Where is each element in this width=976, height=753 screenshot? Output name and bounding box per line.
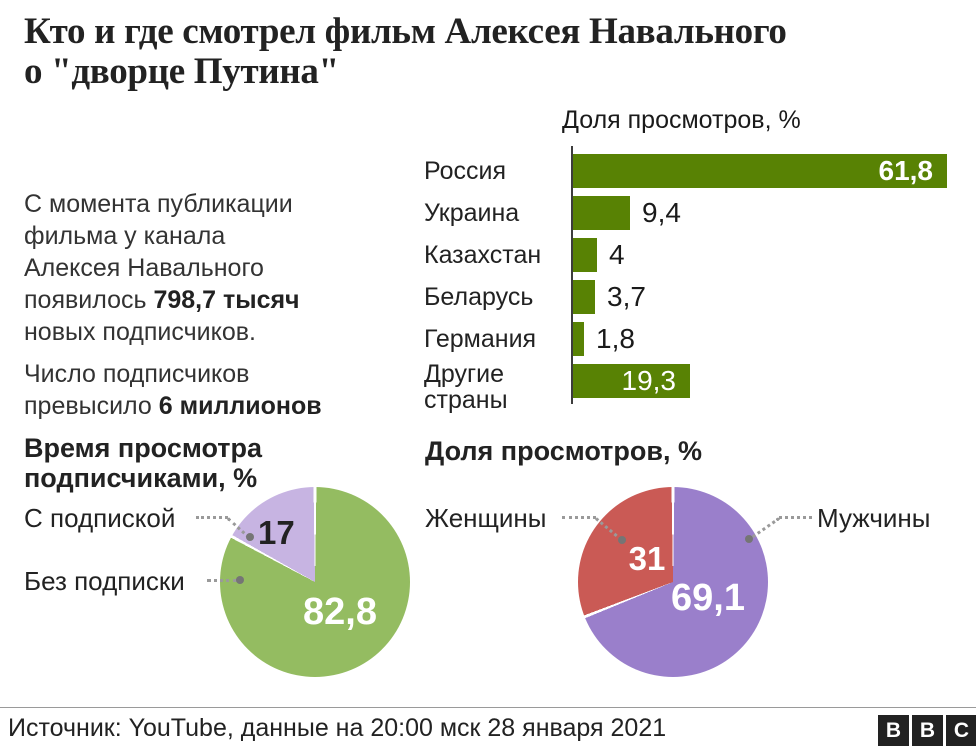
pie-gender-value-men: 69,1 [671, 577, 745, 619]
intro-p1-tail: новых подписчиков. [24, 318, 256, 346]
leader-dot [246, 533, 254, 541]
bar-4 [573, 322, 584, 356]
page-title: Кто и где смотрел фильм Алексея Навально… [24, 11, 787, 92]
source-credit: Источник: YouTube, данные на 20:00 мск 2… [8, 714, 667, 742]
bar-category-label: Другие страны [424, 360, 508, 414]
bbc-logo-letter: B [912, 715, 943, 746]
bar-2 [573, 238, 597, 272]
pie-gender-label-men: Мужчины [817, 503, 931, 533]
bar-5 [573, 364, 690, 398]
bar-category-label: Казахстан [424, 241, 542, 269]
leader-dot [236, 576, 244, 584]
bar-value-label: 4 [609, 239, 625, 270]
bar-chart-views-by-country: Россия 61,8 Украина 9,4 Казахстан 4 Беларусь 3,… [424, 146, 976, 413]
intro-p1-text: С момента публикации фильма у канала Але… [24, 190, 293, 314]
bar-category-label: Украина [424, 199, 520, 227]
pie-subscribers-title: Время просмотра подписчиками, % [24, 433, 263, 493]
leader-line [562, 516, 596, 519]
intro-p2-highlight: 6 миллионов [158, 392, 322, 420]
bar-chart-title: Доля просмотров, % [562, 106, 801, 134]
bar-chart-axis-line [571, 146, 573, 404]
leader-line [196, 516, 228, 519]
bar-value-label: 61,8 [878, 155, 934, 186]
bar-1 [573, 196, 630, 230]
pie-gender-title: Доля просмотров, % [425, 436, 703, 466]
bar-value-label: 3,7 [607, 281, 646, 312]
intro-p1-highlight: 798,7 тысяч [153, 286, 300, 314]
pie-subscribers-value-unsubscribed: 82,8 [303, 591, 377, 633]
leader-line [207, 579, 237, 582]
bar-category-label: Германия [424, 325, 537, 353]
leader-dot [745, 535, 753, 543]
intro-text: С момента публикации фильма у канала Але… [24, 156, 384, 454]
bar-value-label: 9,4 [642, 197, 681, 228]
pie-subscribers-value-subscribed: 17 [258, 514, 295, 551]
footer-divider [0, 707, 976, 708]
leader-line [779, 516, 812, 519]
bbc-logo: B B C [878, 715, 976, 746]
bar-3 [573, 280, 595, 314]
pie-subscribers-label-unsubscribed: Без подписки [24, 566, 185, 596]
pie-chart-gender [578, 487, 768, 677]
pie-subscribers-label-subscribed: С подпиской [24, 503, 176, 533]
bbc-logo-letter: C [946, 715, 976, 746]
bar-category-label: Беларусь [424, 283, 534, 311]
pie-gender-label-women: Женщины [425, 503, 547, 533]
bar-value-label: 1,8 [596, 323, 635, 354]
bbc-logo-letter: B [878, 715, 909, 746]
bar-0 [573, 154, 947, 188]
bar-value-label: 19,3 [621, 365, 677, 396]
bar-category-label: Россия [424, 157, 506, 185]
pie-gender-value-women: 31 [628, 540, 666, 577]
leader-dot [618, 536, 626, 544]
pie-chart-subscribers [220, 487, 410, 677]
intro-p2-text: Число подписчиков превысило [24, 360, 250, 420]
